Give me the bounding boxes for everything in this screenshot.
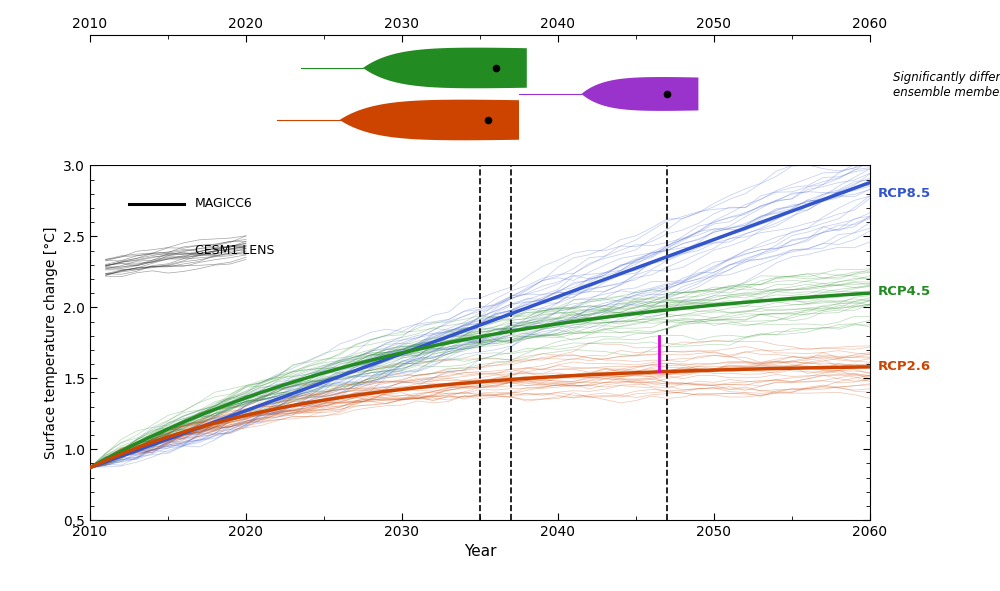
Text: RCP8.5: RCP8.5 — [878, 187, 931, 200]
Polygon shape — [340, 100, 519, 140]
Text: RCP2.6: RCP2.6 — [878, 361, 931, 374]
Polygon shape — [363, 48, 527, 88]
Text: CESM1 LENS: CESM1 LENS — [195, 244, 274, 257]
Polygon shape — [581, 77, 698, 111]
Text: MAGICC6: MAGICC6 — [195, 197, 252, 210]
Text: RCP4.5: RCP4.5 — [878, 285, 931, 298]
Text: Significantly different
ensemble members: Significantly different ensemble members — [893, 71, 1000, 99]
X-axis label: Year: Year — [464, 544, 496, 560]
Y-axis label: Surface temperature change [°C]: Surface temperature change [°C] — [44, 226, 58, 459]
